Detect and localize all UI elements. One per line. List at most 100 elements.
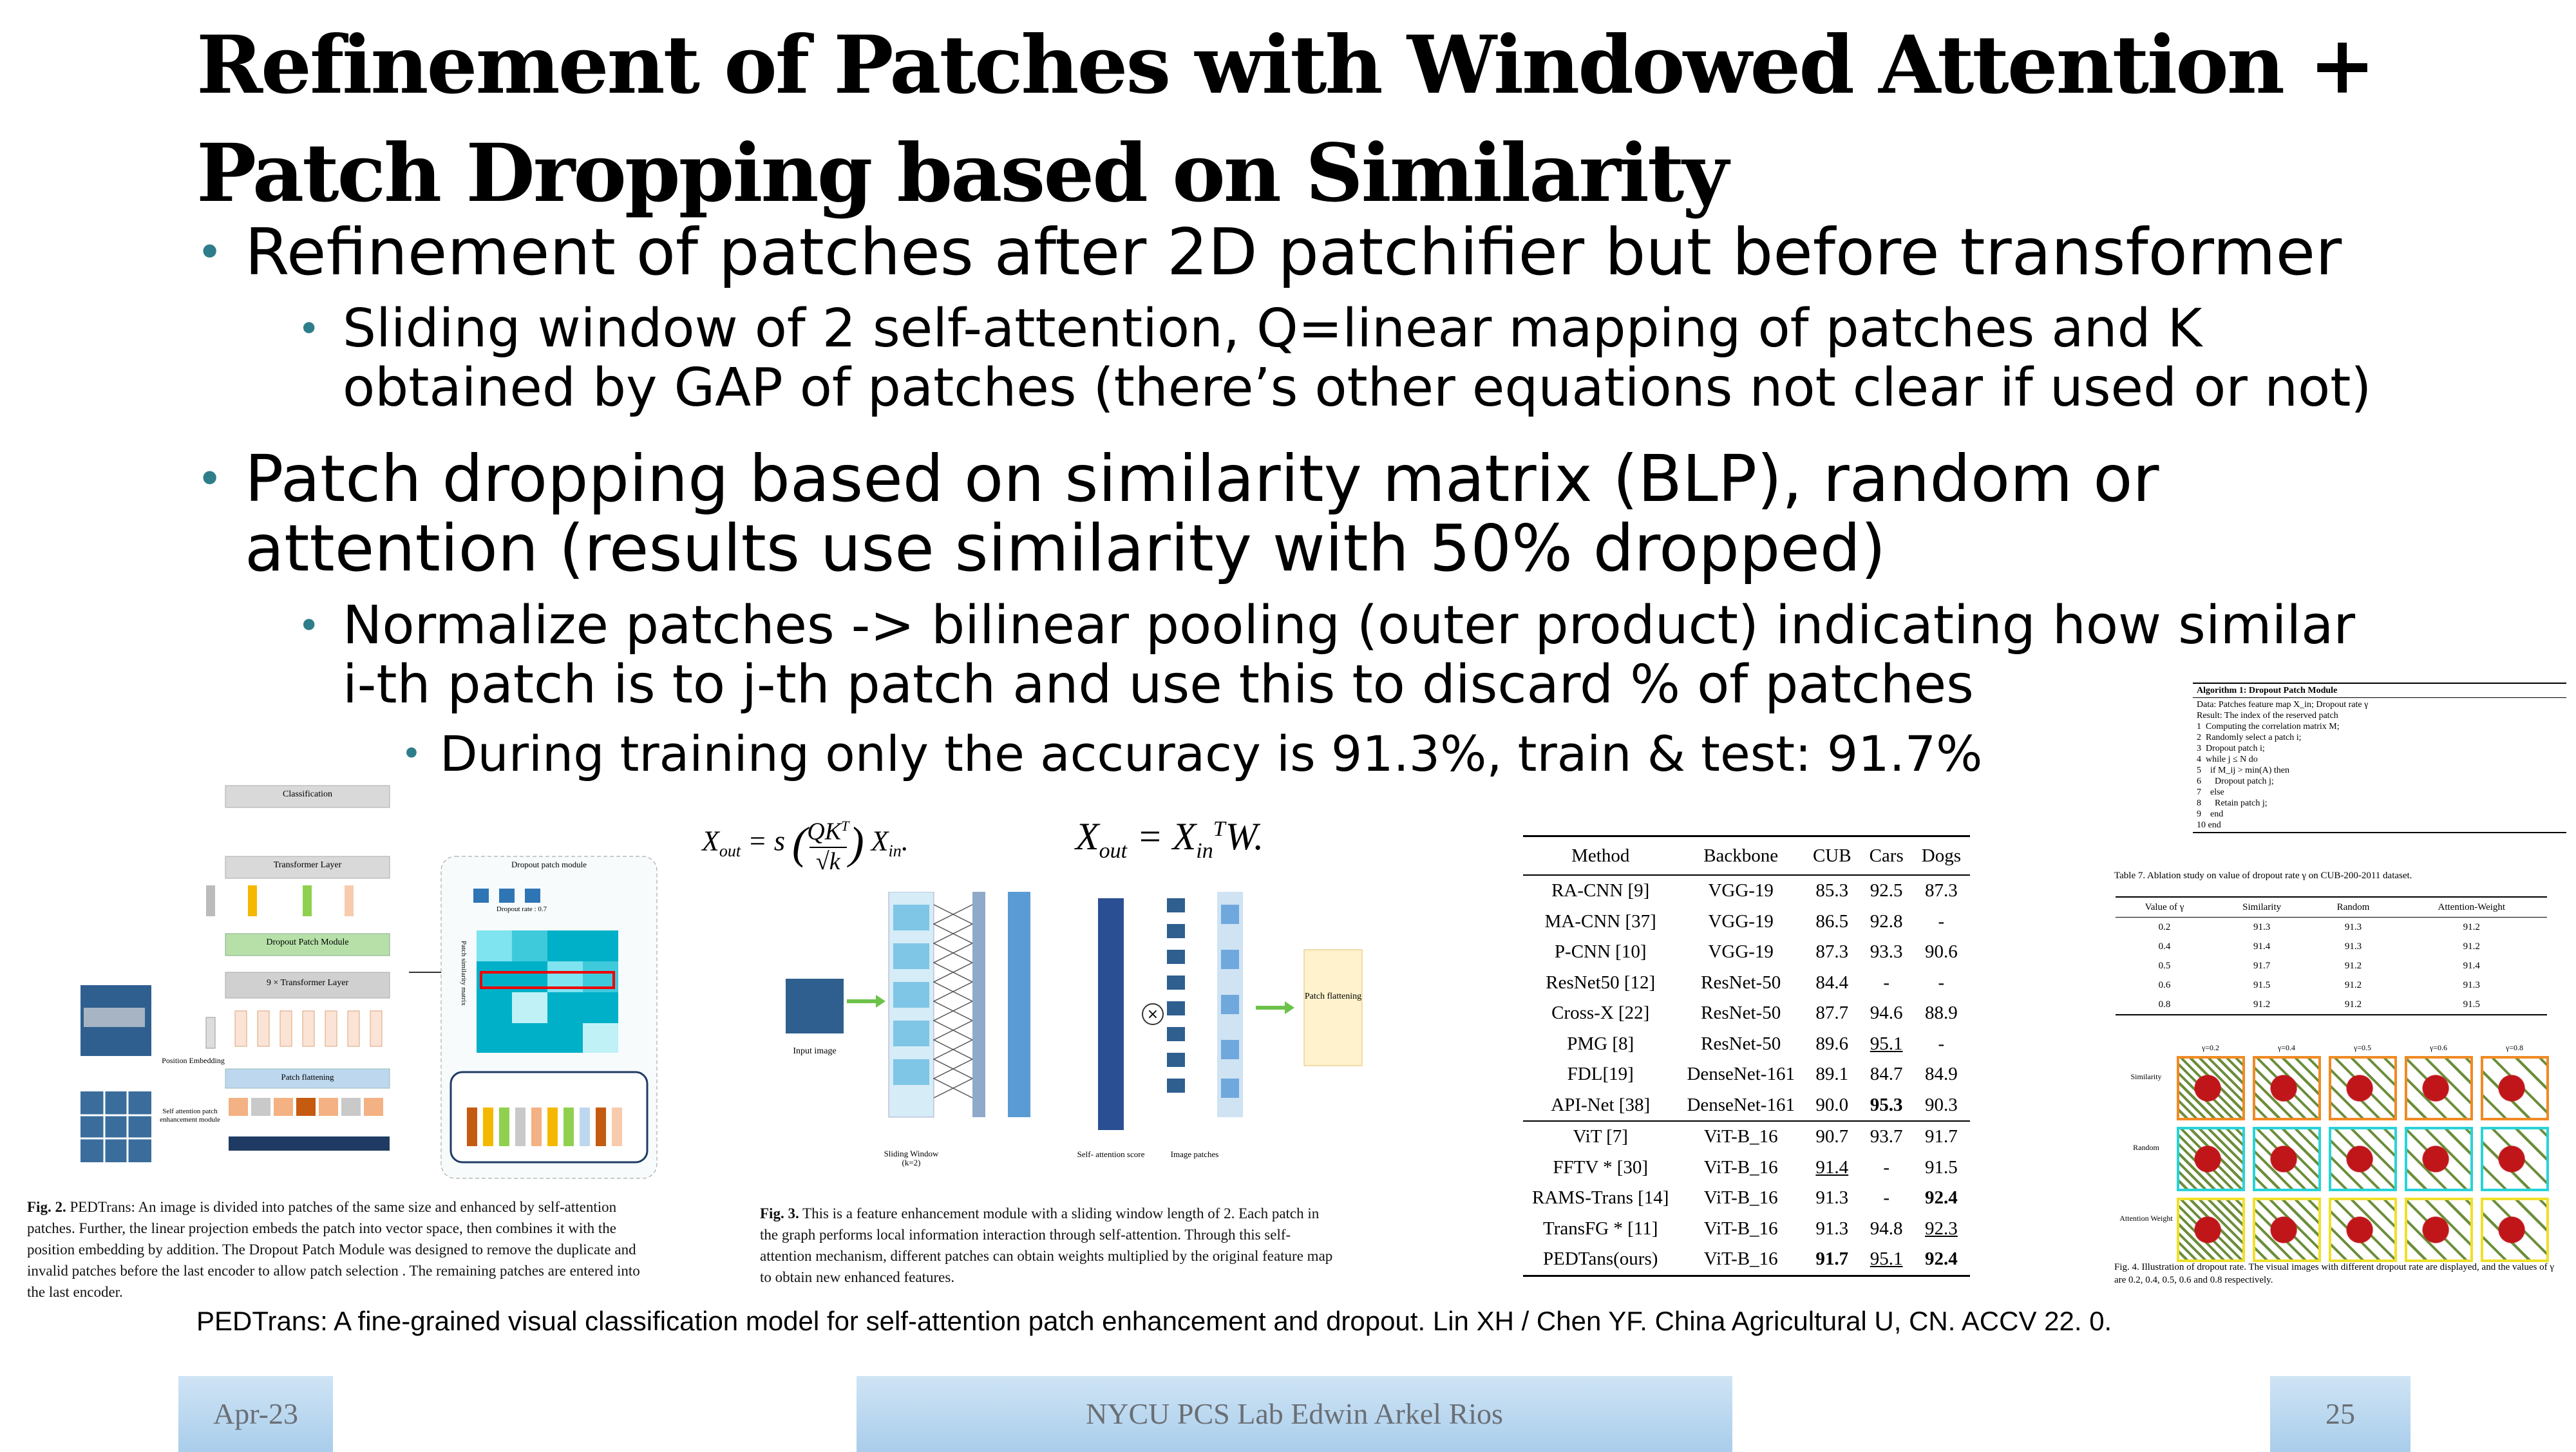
results-header: Dogs <box>1912 835 1970 876</box>
fig3-diagram: × <box>786 892 1363 1130</box>
results-cell: 91.5 <box>1925 1156 1958 1178</box>
fig4-cardinal-image <box>2177 1056 2245 1120</box>
fig4-cardinal-image <box>2405 1198 2473 1262</box>
ablation-header: Random <box>2310 896 2396 918</box>
results-cell: FFTV * [30] <box>1553 1156 1649 1178</box>
ablation-cell: 0.2 <box>2158 921 2171 932</box>
bullet-2-sub-line-2: i-th patch is to j-th patch and use this… <box>343 654 1974 715</box>
ablation-cell: 91.5 <box>2253 979 2271 990</box>
fig2-caption-text: PEDTrans: An image is divided into patch… <box>27 1199 640 1300</box>
results-cell: DenseNet-161 <box>1687 1094 1795 1115</box>
bullet-1-sub: • Sliding window of 2 self-attention, Q=… <box>298 298 2532 419</box>
results-cell: DenseNet-161 <box>1687 1064 1795 1085</box>
results-cell: ViT-B_16 <box>1703 1218 1778 1239</box>
results-row: PMG [8] ResNet-50 89.6 95.1 - <box>1523 1029 1970 1060</box>
fig4-row-label: Attention Weight <box>2119 1214 2173 1223</box>
algorithm-line: Result: The index of the reserved patch <box>2197 711 2338 721</box>
results-cell: 87.7 <box>1815 1003 1849 1024</box>
fig3-input-label: Input image <box>793 1046 837 1056</box>
results-table-wrap: Method Backbone CUB Cars Dogs RA-CNN [9]… <box>1523 835 1970 1277</box>
bullet-1-sub-line-2: obtained by GAP of patches (there’s othe… <box>343 357 2372 419</box>
ablation-cell: 91.2 <box>2213 995 2311 1015</box>
ablation-cell: 0.5 <box>2158 960 2171 971</box>
results-header: Cars <box>1860 835 1913 876</box>
results-cell: 91.4 <box>1815 1156 1849 1178</box>
fig4-row-label: Random <box>2133 1143 2159 1152</box>
fig3-equation-2: Xout = XinTW. <box>1075 815 1264 863</box>
fig2-diagram <box>80 785 658 1179</box>
ablation-header: Attention-Weight <box>2396 896 2547 918</box>
algorithm-lines: Data: Patches feature map X_in; Dropout … <box>2193 698 2566 833</box>
results-cell: 95.1 <box>1870 1033 1903 1054</box>
fig2-sa-module-label: Self attention patch enhancement module <box>160 1108 220 1124</box>
results-cell: - <box>1883 972 1890 993</box>
algorithm-line: 1 Computing the correlation matrix M; <box>2197 722 2340 731</box>
algorithm-line: 8 Retain patch j; <box>2197 798 2268 808</box>
results-cell: PEDTans(ours) <box>1523 1244 1678 1277</box>
results-cell: 90.3 <box>1925 1094 1958 1115</box>
algorithm-line: 2 Randomly select a patch i; <box>2197 733 2302 742</box>
results-cell: 91.7 <box>1912 1120 1970 1153</box>
fig4-cardinal-image <box>2481 1198 2549 1262</box>
algorithm-line: Data: Patches feature map X_in; Dropout … <box>2197 700 2369 710</box>
ablation-cell: 91.3 <box>2344 941 2362 952</box>
ablation-cell: 91.7 <box>2253 960 2271 971</box>
results-header: Backbone <box>1678 835 1804 876</box>
fig4-cardinal-image <box>2177 1198 2245 1262</box>
ablation-table: Value of γ Similarity Random Attention-W… <box>2116 896 2547 1015</box>
fig4-cardinal-image <box>2177 1127 2245 1191</box>
results-cell: 88.9 <box>1925 1003 1958 1024</box>
fig4-col-label: γ=0.8 <box>2505 1043 2524 1052</box>
fig2-caption-label: Fig. 2. <box>27 1199 66 1215</box>
results-row: ResNet50 [12] ResNet-50 84.4 - - <box>1523 968 1970 999</box>
ablation-cell: 91.2 <box>2344 960 2362 971</box>
results-cell: 89.6 <box>1815 1033 1849 1054</box>
fig4-cardinal-image <box>2253 1056 2321 1120</box>
bullet-1-sub-line-1: Sliding window of 2 self-attention, Q=li… <box>343 298 2202 359</box>
results-cell: PMG [8] <box>1567 1033 1634 1054</box>
algorithm-box: Algorithm 1: Dropout Patch Module Data: … <box>2193 683 2566 833</box>
results-row: FFTV * [30] ViT-B_16 91.4 - 91.5 <box>1523 1153 1970 1183</box>
results-cell: RA-CNN [9] <box>1551 880 1650 901</box>
ablation-cell: 91.3 <box>2344 921 2362 932</box>
ablation-cell: 91.3 <box>2253 921 2271 932</box>
fig4-col-label: γ=0.4 <box>2277 1043 2296 1052</box>
algorithm-line: 9 end <box>2197 809 2224 819</box>
footer-page-number: 25 <box>2270 1376 2410 1452</box>
title-line-2: Patch Dropping based on Similarity <box>196 127 1728 220</box>
results-row: RAMS-Trans [14] ViT-B_16 91.3 - 92.4 <box>1523 1183 1970 1214</box>
bullet-dot-icon: • <box>298 603 321 648</box>
results-cell: 93.3 <box>1870 941 1903 963</box>
fig4-cardinal-image <box>2329 1198 2397 1262</box>
results-cell: 95.1 <box>1860 1244 1913 1277</box>
results-cell: MA-CNN [37] <box>1544 910 1656 932</box>
results-cell: 87.3 <box>1815 941 1849 963</box>
citation: PEDTrans: A fine-grained visual classifi… <box>196 1306 2112 1336</box>
fig2-position-embedding-label: Position Embedding <box>162 1056 225 1065</box>
results-cell: ResNet-50 <box>1701 1033 1781 1054</box>
ablation-cell: 0.6 <box>2158 979 2171 990</box>
fig3-equation-1: Xout = s (QKT √k) Xin. <box>702 818 909 875</box>
results-cell: RAMS-Trans [14] <box>1532 1187 1669 1209</box>
ablation-cell: 0.8 <box>2116 995 2213 1015</box>
ablation-header: Similarity <box>2213 896 2311 918</box>
bullet-2-line-2: attention (results use similarity with 5… <box>245 511 1886 586</box>
ablation-row: 0.8 91.2 91.2 91.5 <box>2116 995 2547 1015</box>
algorithm-line: 5 if M_ij > min(A) then <box>2197 766 2289 775</box>
results-row: FDL[19] DenseNet-161 89.1 84.7 84.9 <box>1523 1059 1970 1090</box>
results-cell: 89.1 <box>1815 1064 1849 1085</box>
results-cell: 91.3 <box>1815 1187 1849 1209</box>
bullet-2-subsub-text: During training only the accuracy is 91.… <box>440 725 1983 782</box>
algorithm-line: 10 end <box>2197 820 2221 830</box>
fig4-cardinal-image <box>2329 1056 2397 1120</box>
results-cell: 90.0 <box>1815 1094 1849 1115</box>
results-header-row: Method Backbone CUB Cars Dogs <box>1523 835 1970 876</box>
ablation-cell: 91.3 <box>2463 979 2480 990</box>
results-cell: - <box>1938 1033 1945 1054</box>
results-header: CUB <box>1803 835 1861 876</box>
results-row: Cross-X [22] ResNet-50 87.7 94.6 88.9 <box>1523 998 1970 1029</box>
results-cell: ViT-B_16 <box>1703 1156 1778 1178</box>
fig3-score-label: Self- attention score <box>1077 1149 1145 1159</box>
results-row: PEDTans(ours) ViT-B_16 91.7 95.1 92.4 <box>1523 1244 1970 1277</box>
results-cell: ViT-B_16 <box>1703 1187 1778 1209</box>
